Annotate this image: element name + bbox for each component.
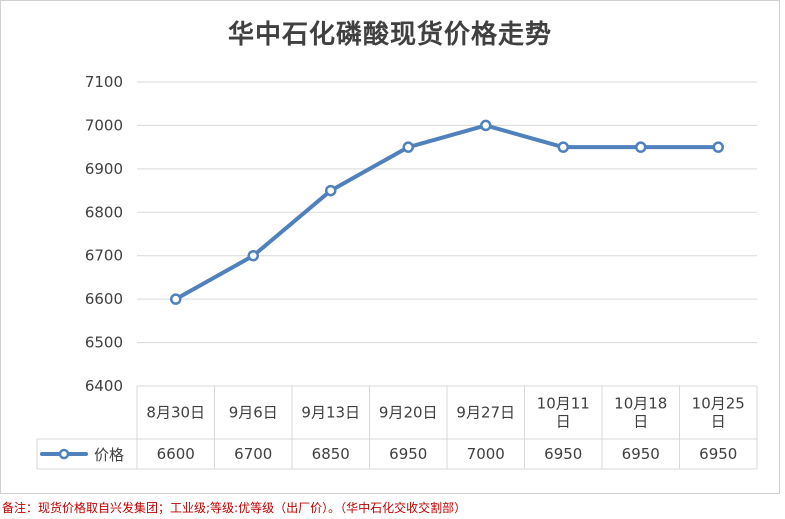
data-point (247, 249, 259, 262)
x-category-label: 日 (556, 413, 571, 431)
x-category-label: 9月13日 (301, 404, 360, 422)
x-category-label: 9月27日 (456, 404, 515, 422)
x-category-label: 日 (711, 413, 726, 431)
x-category-label: 日 (633, 413, 648, 431)
x-category-label: 10月25 (692, 395, 745, 413)
data-table: 8月30日 6600 9月6日 6700 9月13日 6850 9月20日 6950 9月27日… (36, 385, 758, 470)
gridlines (137, 81, 757, 387)
x-category-label: 9月6日 (229, 404, 278, 422)
data-table-value: 6850 (312, 445, 350, 463)
y-tick-label: 7100 (85, 73, 123, 91)
series-price (170, 119, 724, 305)
series-line (173, 123, 721, 302)
legend-marker (58, 448, 70, 460)
y-tick-label: 6800 (85, 203, 123, 221)
data-table-value: 6700 (234, 445, 272, 463)
data-table-value: 6950 (699, 445, 737, 463)
y-tick-label: 6500 (85, 334, 123, 352)
data-table-value: 6950 (544, 445, 582, 463)
chart-title: 华中石化磷酸现货价格走势 (227, 20, 552, 50)
x-category-label: 9月20日 (379, 404, 438, 422)
y-tick-label: 6400 (85, 377, 123, 395)
data-point (402, 141, 414, 153)
line-chart: 6400 6500 6600 6700 6800 6900 7000 7100 8月30日 66… (36, 73, 758, 470)
data-point (325, 184, 337, 197)
data-table-value: 6950 (389, 445, 427, 463)
x-category-label: 10月18 (614, 395, 667, 413)
data-table-value: 7000 (467, 445, 505, 463)
data-point (170, 293, 182, 305)
y-tick-label: 6600 (85, 290, 123, 308)
y-tick-label: 6700 (85, 247, 123, 265)
y-tick-label: 6900 (85, 160, 123, 178)
y-axis-tick-labels: 6400 6500 6600 6700 6800 6900 7000 7100 (85, 73, 123, 395)
data-table-value: 6950 (622, 445, 660, 463)
data-point (557, 141, 569, 153)
legend: 价格 (40, 446, 124, 464)
y-tick-label: 7000 (85, 116, 123, 134)
x-category-label: 10月11 (537, 395, 590, 413)
data-point (712, 141, 724, 153)
legend-label: 价格 (94, 446, 124, 464)
data-point (480, 119, 492, 132)
data-table-value: 6600 (157, 445, 195, 463)
footnote: 备注：现货价格取自兴发集团；工业级;等级:优等级（出厂价）。（华中石化交收交割部… (2, 501, 467, 515)
x-category-label: 8月30日 (146, 404, 205, 422)
data-point (635, 141, 647, 153)
